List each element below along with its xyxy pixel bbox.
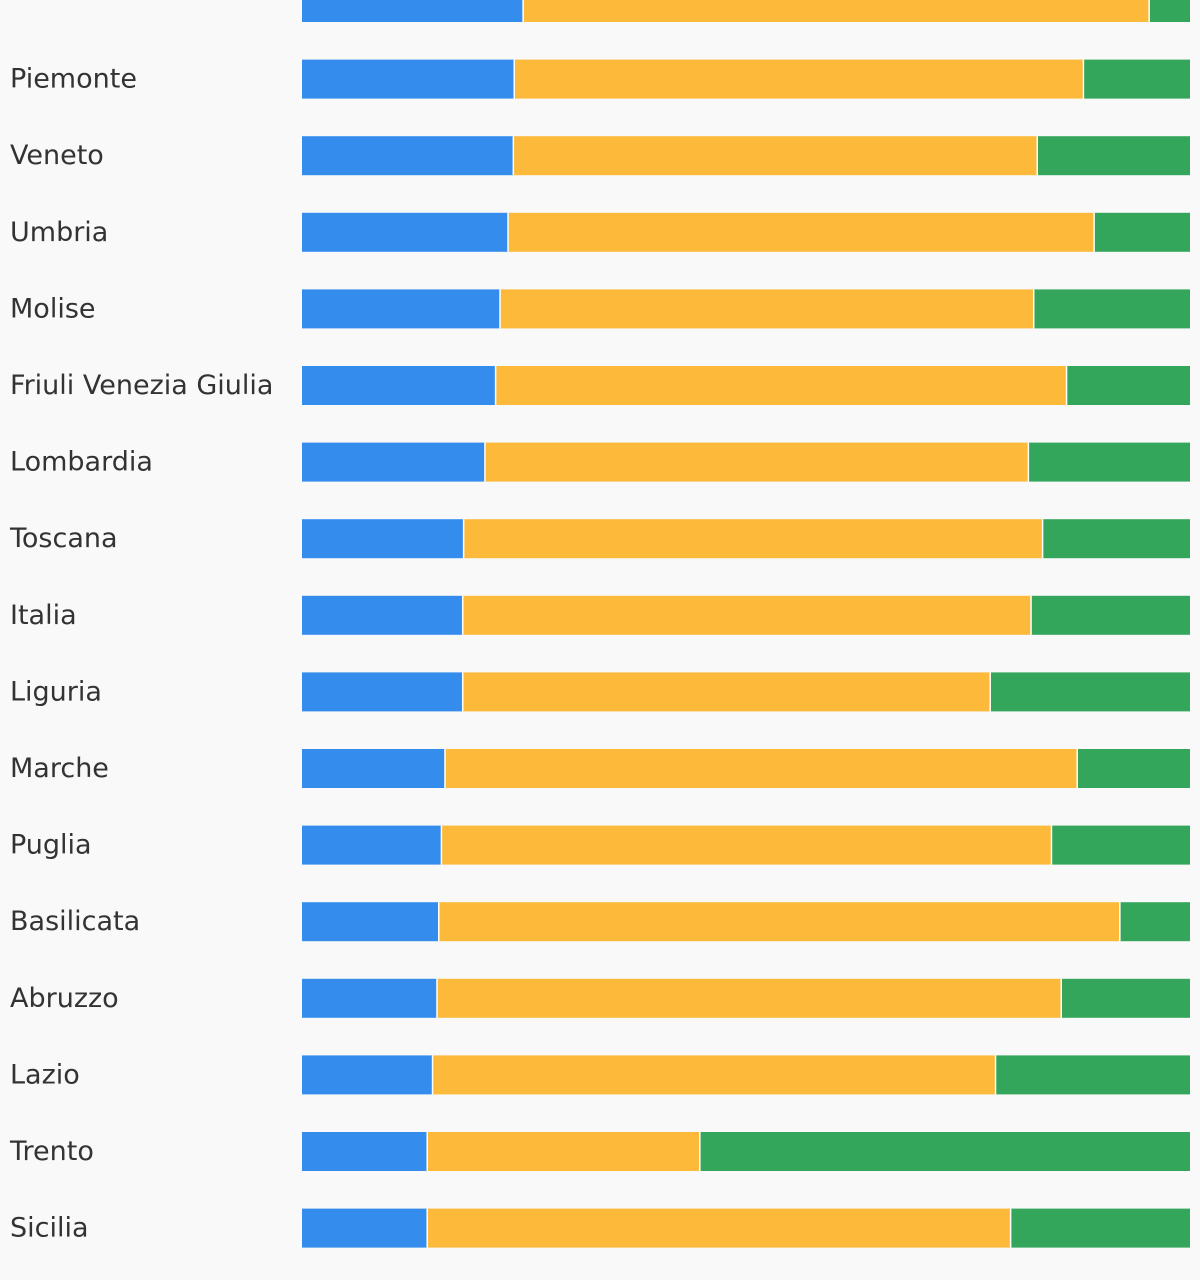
bar-segment-3 <box>1066 366 1190 405</box>
bar-segment-2 <box>523 0 1150 22</box>
bar-row: Basilicata <box>10 902 1190 942</box>
bar-segment-1 <box>302 59 515 99</box>
bar-row: Trento <box>9 1132 1190 1171</box>
bar-segment-3 <box>1033 289 1190 329</box>
bar-segment-2 <box>484 442 1029 482</box>
bar-segment-2 <box>514 59 1084 99</box>
bar-segment-1 <box>302 0 524 22</box>
bar-row: Friuli Venezia Giulia <box>10 366 1190 405</box>
category-label: Liguria <box>10 676 102 707</box>
category-label: Umbria <box>10 217 108 248</box>
bar-segment-1 <box>302 212 509 252</box>
category-label: Lombardia <box>10 447 153 478</box>
bar-segment-1 <box>302 595 463 635</box>
bar-segment-1 <box>302 825 442 865</box>
bar-row: Marche <box>10 749 1190 788</box>
bar-segment-3 <box>995 1055 1190 1095</box>
bar-segment-3 <box>1094 212 1190 252</box>
bar-segment-2 <box>427 1208 1011 1248</box>
bar-row: Sicilia <box>10 1208 1190 1248</box>
bar-row: Abruzzo <box>10 978 1190 1018</box>
bar-segment-1 <box>302 978 437 1018</box>
bar-segment-3 <box>1077 749 1190 788</box>
bar-row: Lombardia <box>10 442 1190 482</box>
bar-segment-2 <box>513 136 1038 176</box>
bar-row: Italia <box>10 595 1190 635</box>
bar-segment-1 <box>302 672 463 712</box>
bar-segment-2 <box>427 1132 700 1171</box>
bar-segment-3 <box>1028 442 1190 482</box>
bar-segment-3 <box>1083 59 1190 99</box>
bar-segment-2 <box>500 289 1034 329</box>
bar-segment-3 <box>1119 902 1190 942</box>
category-label: Veneto <box>10 140 104 171</box>
bar-segment-1 <box>302 1055 433 1095</box>
bar-segment-2 <box>432 1055 996 1095</box>
bar-segment-3 <box>1037 136 1190 176</box>
category-label: Molise <box>10 293 96 324</box>
category-label: Lazio <box>10 1059 80 1090</box>
category-label: Basilicata <box>10 906 140 937</box>
category-label: Puglia <box>10 830 92 861</box>
bar-segment-2 <box>441 825 1052 865</box>
bar-segment-2 <box>444 749 1078 788</box>
bar-segment-3 <box>990 672 1190 712</box>
bar-segment-2 <box>462 672 991 712</box>
bar-row: Veneto <box>10 136 1190 176</box>
bar-segment-1 <box>302 136 514 176</box>
bar-segment-1 <box>302 442 485 482</box>
bar-segment-2 <box>436 978 1062 1018</box>
category-label: Marche <box>10 753 109 784</box>
category-label: Friuli Venezia Giulia <box>10 370 273 401</box>
bar-row: Lazio <box>10 1055 1190 1095</box>
bar-segment-1 <box>302 289 501 329</box>
bar-segment-3 <box>1051 825 1190 865</box>
category-label: Sicilia <box>10 1213 89 1244</box>
bar-row: Piemonte <box>10 59 1190 99</box>
bar-segment-2 <box>495 366 1067 405</box>
category-label: Italia <box>10 600 77 631</box>
category-label: Abruzzo <box>10 983 119 1014</box>
bar-segment-2 <box>462 595 1032 635</box>
bar-segment-2 <box>508 212 1095 252</box>
bar-segment-1 <box>302 519 464 559</box>
bar-row: Toscana <box>9 519 1190 559</box>
bar-segment-2 <box>438 902 1120 942</box>
bar-row: Molise <box>10 289 1190 329</box>
bar-segment-1 <box>302 749 445 788</box>
bar-segment-3 <box>699 1132 1190 1171</box>
bar-segment-3 <box>1042 519 1190 559</box>
bar-segment-2 <box>463 519 1043 559</box>
bar-row <box>302 0 1190 22</box>
bar-segment-3 <box>1061 978 1190 1018</box>
category-label: Toscana <box>9 523 118 554</box>
bar-segment-3 <box>1031 595 1190 635</box>
bar-segment-1 <box>302 902 439 942</box>
bar-segment-3 <box>1149 0 1190 22</box>
bar-segment-1 <box>302 366 496 405</box>
category-label: Piemonte <box>10 64 137 95</box>
bar-row: Puglia <box>10 825 1190 865</box>
bar-segment-3 <box>1010 1208 1190 1248</box>
bar-row: Liguria <box>10 672 1190 712</box>
bar-row: Umbria <box>10 212 1190 252</box>
bar-segment-1 <box>302 1132 428 1171</box>
category-label: Trento <box>9 1136 94 1167</box>
bar-segment-1 <box>302 1208 428 1248</box>
